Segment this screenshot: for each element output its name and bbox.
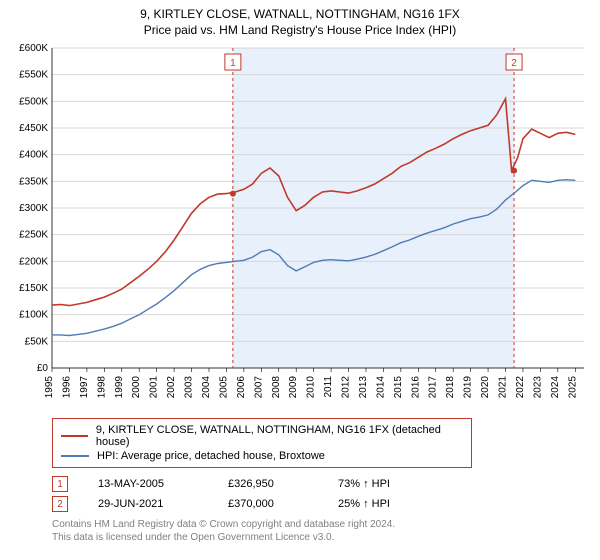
svg-text:2016: 2016 xyxy=(410,376,421,399)
svg-text:2024: 2024 xyxy=(550,376,561,399)
svg-text:2006: 2006 xyxy=(236,376,247,399)
svg-text:£450K: £450K xyxy=(19,123,48,134)
legend-swatch xyxy=(61,435,88,437)
svg-text:2014: 2014 xyxy=(375,376,386,399)
legend-box: 9, KIRTLEY CLOSE, WATNALL, NOTTINGHAM, N… xyxy=(52,418,472,468)
sale-row: 2 29-JUN-2021 £370,000 25% ↑ HPI xyxy=(52,494,592,514)
sale-delta: 73% ↑ HPI xyxy=(338,478,390,490)
svg-text:2: 2 xyxy=(511,58,517,69)
svg-text:2025: 2025 xyxy=(567,376,578,399)
svg-text:£250K: £250K xyxy=(19,230,48,241)
svg-text:£350K: £350K xyxy=(19,177,48,188)
svg-text:2000: 2000 xyxy=(131,376,142,399)
svg-text:1999: 1999 xyxy=(114,376,125,399)
chart-area: £0 £50K £100K £150K £200K £250K £300K £350K £400… xyxy=(8,42,592,412)
svg-text:2022: 2022 xyxy=(515,376,526,399)
svg-text:2005: 2005 xyxy=(218,376,229,399)
footer-line-1: Contains HM Land Registry data © Crown c… xyxy=(52,518,592,531)
legend-swatch xyxy=(61,455,89,457)
sale-marker-icon: 1 xyxy=(52,476,68,492)
sale-price: £370,000 xyxy=(228,498,308,510)
sale-date: 29-JUN-2021 xyxy=(98,498,198,510)
svg-text:2015: 2015 xyxy=(393,376,404,399)
svg-text:£0: £0 xyxy=(37,363,49,374)
footer: Contains HM Land Registry data © Crown c… xyxy=(52,518,592,544)
svg-text:1995: 1995 xyxy=(44,376,55,399)
svg-text:2020: 2020 xyxy=(480,376,491,399)
svg-text:2018: 2018 xyxy=(445,376,456,399)
legend-label: 9, KIRTLEY CLOSE, WATNALL, NOTTINGHAM, N… xyxy=(96,424,463,448)
svg-text:2008: 2008 xyxy=(271,376,282,399)
page-root: 9, KIRTLEY CLOSE, WATNALL, NOTTINGHAM, N… xyxy=(0,0,600,560)
svg-text:2012: 2012 xyxy=(341,376,352,399)
chart-svg: £0 £50K £100K £150K £200K £250K £300K £350K £400… xyxy=(8,42,592,412)
legend-label: HPI: Average price, detached house, Brox… xyxy=(97,450,325,462)
svg-text:1: 1 xyxy=(230,58,236,69)
sale-delta: 25% ↑ HPI xyxy=(338,498,390,510)
sale-date: 13-MAY-2005 xyxy=(98,478,198,490)
legend-item-property: 9, KIRTLEY CLOSE, WATNALL, NOTTINGHAM, N… xyxy=(61,423,463,449)
svg-text:£550K: £550K xyxy=(19,70,48,81)
svg-text:2017: 2017 xyxy=(428,376,439,399)
title-line-1: 9, KIRTLEY CLOSE, WATNALL, NOTTINGHAM, N… xyxy=(8,6,592,22)
svg-text:2019: 2019 xyxy=(463,376,474,399)
svg-text:2021: 2021 xyxy=(498,376,509,399)
svg-text:2023: 2023 xyxy=(532,376,543,399)
svg-text:£500K: £500K xyxy=(19,97,48,108)
svg-text:2007: 2007 xyxy=(253,376,264,399)
svg-text:£50K: £50K xyxy=(25,337,49,348)
svg-text:£200K: £200K xyxy=(19,257,48,268)
svg-text:2010: 2010 xyxy=(306,376,317,399)
svg-text:1996: 1996 xyxy=(61,376,72,399)
legend-item-hpi: HPI: Average price, detached house, Brox… xyxy=(61,449,463,463)
svg-text:2013: 2013 xyxy=(358,376,369,399)
svg-text:£100K: £100K xyxy=(19,310,48,321)
sale-marker-icon: 2 xyxy=(52,496,68,512)
sale-rows: 1 13-MAY-2005 £326,950 73% ↑ HPI 2 29-JU… xyxy=(52,474,592,514)
svg-text:2011: 2011 xyxy=(323,376,334,398)
chart-title: 9, KIRTLEY CLOSE, WATNALL, NOTTINGHAM, N… xyxy=(8,6,592,38)
svg-text:£600K: £600K xyxy=(19,43,48,54)
svg-text:2004: 2004 xyxy=(201,376,212,399)
svg-text:2009: 2009 xyxy=(288,376,299,399)
title-line-2: Price paid vs. HM Land Registry's House … xyxy=(8,22,592,38)
svg-text:2002: 2002 xyxy=(166,376,177,399)
svg-text:1997: 1997 xyxy=(79,376,90,399)
svg-text:2001: 2001 xyxy=(149,376,160,399)
sale-price: £326,950 xyxy=(228,478,308,490)
svg-text:2003: 2003 xyxy=(184,376,195,399)
svg-text:£400K: £400K xyxy=(19,150,48,161)
footer-line-2: This data is licensed under the Open Gov… xyxy=(52,531,592,544)
svg-text:1998: 1998 xyxy=(96,376,107,399)
sale-row: 1 13-MAY-2005 £326,950 73% ↑ HPI xyxy=(52,474,592,494)
svg-text:£150K: £150K xyxy=(19,283,48,294)
svg-text:£300K: £300K xyxy=(19,203,48,214)
